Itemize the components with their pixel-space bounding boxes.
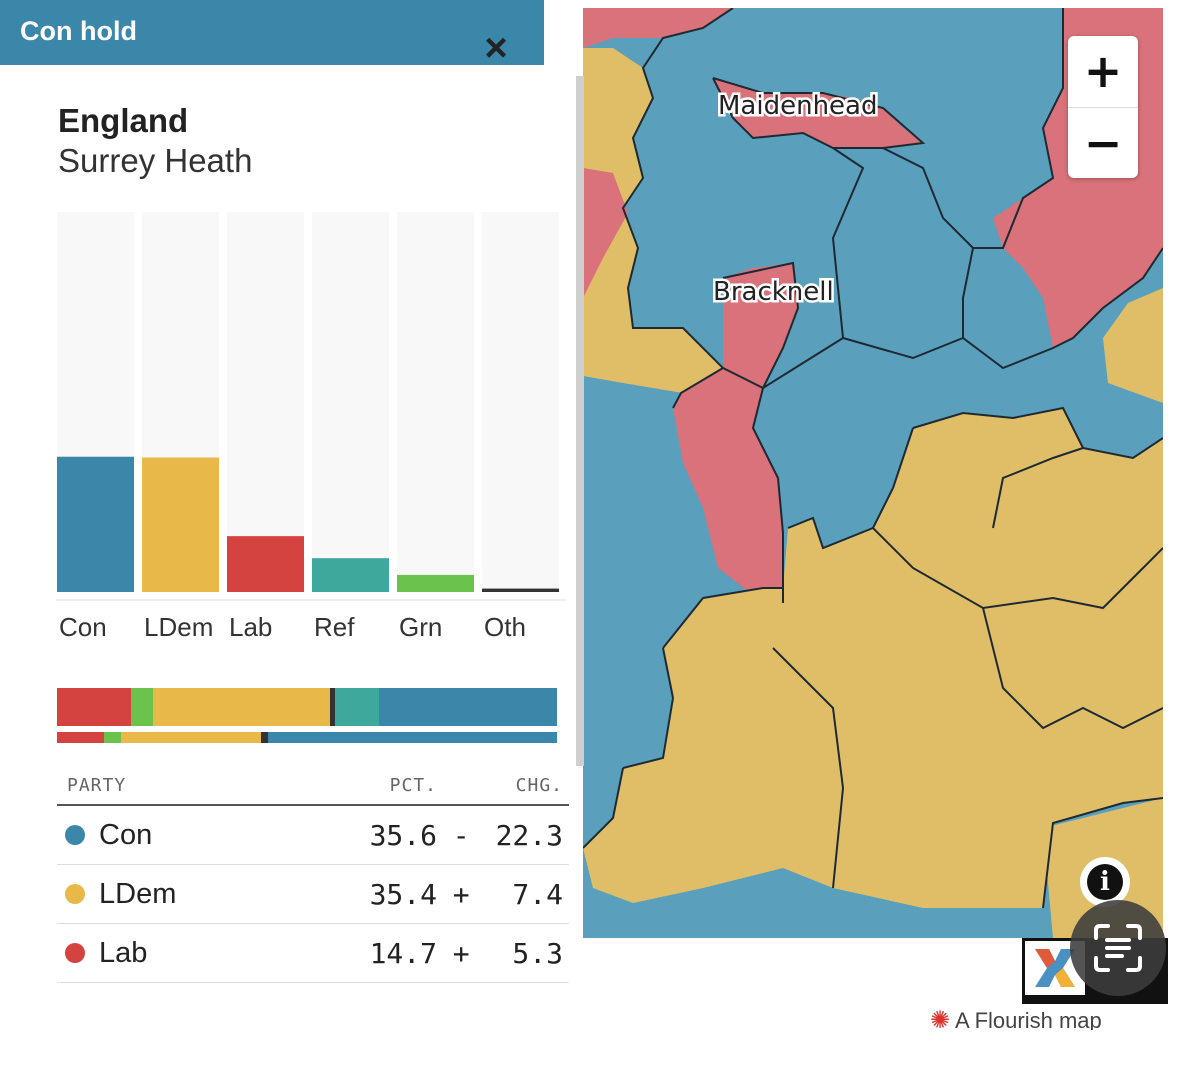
bar-grn[interactable] [397, 574, 474, 592]
chg-value: 7.4 [495, 877, 563, 911]
bar-lab[interactable] [227, 536, 304, 592]
table-row: Lab 14.7 + 5.3 [57, 923, 569, 983]
map-area-ldem-south [583, 408, 1163, 908]
chg-cell: + 7.4 [443, 864, 569, 924]
result-header: Con hold × [0, 0, 544, 70]
column-header-chg: CHG. [443, 766, 569, 806]
chg-sign: - [452, 818, 470, 852]
bar-label-oth: Oth [484, 612, 526, 642]
panel-scrollbar[interactable] [576, 76, 584, 766]
chg-sign: + [452, 877, 470, 911]
map-area-lab-maidenhead [713, 78, 923, 148]
strip-current-segment-oth [330, 688, 335, 726]
bar-label-con: Con [59, 612, 107, 642]
map-area-lab-bracknell [673, 263, 798, 603]
strip-current-segment-lab [57, 688, 131, 726]
map-area-lab-west [583, 168, 628, 298]
party-cell: LDem [57, 864, 277, 924]
vote-share-bar-chart: Con LDem Lab Ref Grn Oth [56, 212, 566, 642]
results-table: PARTY PCT. CHG. Con 35.6-22.3 LDem 35.4 + 7.… [57, 766, 569, 983]
info-icon: i [1087, 864, 1123, 900]
map-label-bracknell: Bracknell [713, 277, 834, 307]
party-color-dot [65, 943, 85, 964]
close-icon[interactable]: × [484, 26, 508, 70]
party-name: LDem [99, 877, 177, 910]
strip-previous-segment-lab [57, 732, 104, 743]
map-svg: Maidenhead Bracknell [583, 8, 1163, 938]
flourish-credit[interactable]: ✺ A Flourish map [930, 1006, 1170, 1030]
zoom-divider [1068, 107, 1138, 108]
info-button[interactable]: i [1080, 857, 1130, 907]
bar-track-ref [312, 212, 389, 592]
flourish-credit-text: A Flourish map [955, 1008, 1102, 1030]
chg-cell: -22.3 [443, 805, 569, 865]
strip-current-segment-ldem [153, 688, 330, 726]
pct-cell: 14.7 [277, 923, 443, 983]
map-label-maidenhead: Maidenhead [718, 91, 877, 121]
vote-share-strip-previous [57, 732, 557, 743]
pct-cell: 35.6 [277, 805, 443, 865]
strip-current-segment-con [379, 688, 557, 726]
strip-current-segment-ref [334, 688, 379, 726]
bar-label-ref: Ref [314, 612, 355, 642]
pct-cell: 35.4 [277, 864, 443, 924]
results-map[interactable]: Maidenhead Bracknell [583, 8, 1163, 938]
constituency-name: Surrey Heath [58, 142, 253, 179]
party-color-dot [65, 884, 85, 905]
scan-text-icon [1094, 924, 1142, 972]
bar-track-lab [227, 212, 304, 592]
zoom-in-button[interactable]: + [1083, 44, 1123, 98]
bar-ldem[interactable] [142, 457, 219, 592]
table-row: Con 35.6-22.3 [57, 805, 569, 865]
map-boundaries [583, 8, 1163, 909]
zoom-control: + − [1068, 36, 1138, 178]
bar-con[interactable] [57, 456, 134, 592]
column-header-pct: PCT. [277, 766, 443, 806]
chg-sign: + [452, 936, 470, 970]
chg-value: 5.3 [495, 936, 563, 970]
strip-current-segment-grn [130, 688, 153, 726]
party-name: Con [99, 818, 153, 851]
chg-cell: + 5.3 [443, 923, 569, 983]
strip-previous-segment-oth [261, 732, 268, 743]
result-status-title: Con hold [20, 16, 137, 46]
strip-previous-segment-grn [104, 732, 121, 743]
strip-previous-segment-ldem [121, 732, 261, 743]
region-name: England [58, 102, 189, 139]
party-cell: Con [57, 805, 277, 865]
chg-value: 22.3 [495, 818, 563, 852]
party-name: Lab [99, 936, 148, 969]
zoom-out-button[interactable]: − [1083, 116, 1123, 170]
party-color-dot [65, 825, 85, 846]
map-area-ldem-east [1103, 288, 1163, 403]
flourish-logo-mark [1025, 941, 1085, 995]
bar-oth[interactable] [482, 588, 559, 592]
bar-track-oth [482, 212, 559, 592]
strip-previous-segment-con [267, 732, 557, 743]
bar-track-grn [397, 212, 474, 592]
bar-ref[interactable] [312, 558, 389, 592]
scan-text-button[interactable] [1070, 900, 1166, 996]
party-cell: Lab [57, 923, 277, 983]
flourish-burst-icon: ✺ [930, 1007, 951, 1030]
vote-share-strip-current [57, 688, 557, 726]
column-header-party: PARTY [57, 766, 277, 806]
bar-label-ldem: LDem [144, 612, 213, 642]
table-row: LDem 35.4 + 7.4 [57, 864, 569, 924]
bar-label-grn: Grn [399, 612, 442, 642]
results-header-row: PARTY PCT. CHG. [57, 766, 569, 806]
map-area-ldem-west [583, 48, 723, 393]
map-area-lab-top [583, 8, 733, 48]
bar-label-lab: Lab [229, 612, 272, 642]
